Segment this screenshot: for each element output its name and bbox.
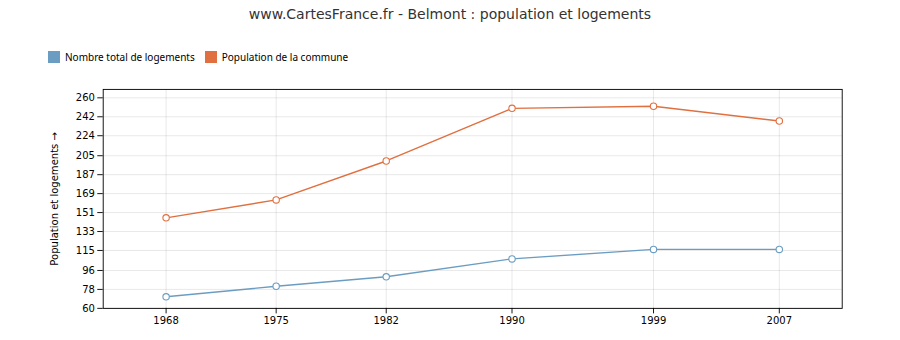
svg-text:260: 260 [76,92,95,103]
svg-text:169: 169 [76,188,95,199]
svg-text:242: 242 [76,111,95,122]
html-text:www.CartesFrance.fr - Belmont: www.CartesFrance.fr - Belmont : populati… [248,6,652,22]
svg-text:187: 187 [76,169,95,180]
svg-text:60: 60 [82,303,95,314]
svg-text:205: 205 [76,150,95,161]
svg-text:115: 115 [76,245,95,256]
svg-text:224: 224 [76,130,95,141]
svg-text:133: 133 [76,226,95,237]
html-text:Population de la commune: Population de la commune [221,49,349,64]
svg-text:2007: 2007 [767,315,793,326]
svg-text:Population et logements →: Population et logements → [49,132,60,265]
svg-text:78: 78 [82,284,95,295]
svg-text:96: 96 [82,265,95,276]
html-text:Nombre total de logements: Nombre total de logements [65,49,195,64]
svg-text:1982: 1982 [373,315,399,326]
svg-text:1990: 1990 [499,315,525,326]
svg-text:1975: 1975 [263,315,289,326]
svg-text:1999: 1999 [641,315,667,326]
svg-text:1968: 1968 [153,315,178,326]
svg-text:151: 151 [76,207,95,218]
